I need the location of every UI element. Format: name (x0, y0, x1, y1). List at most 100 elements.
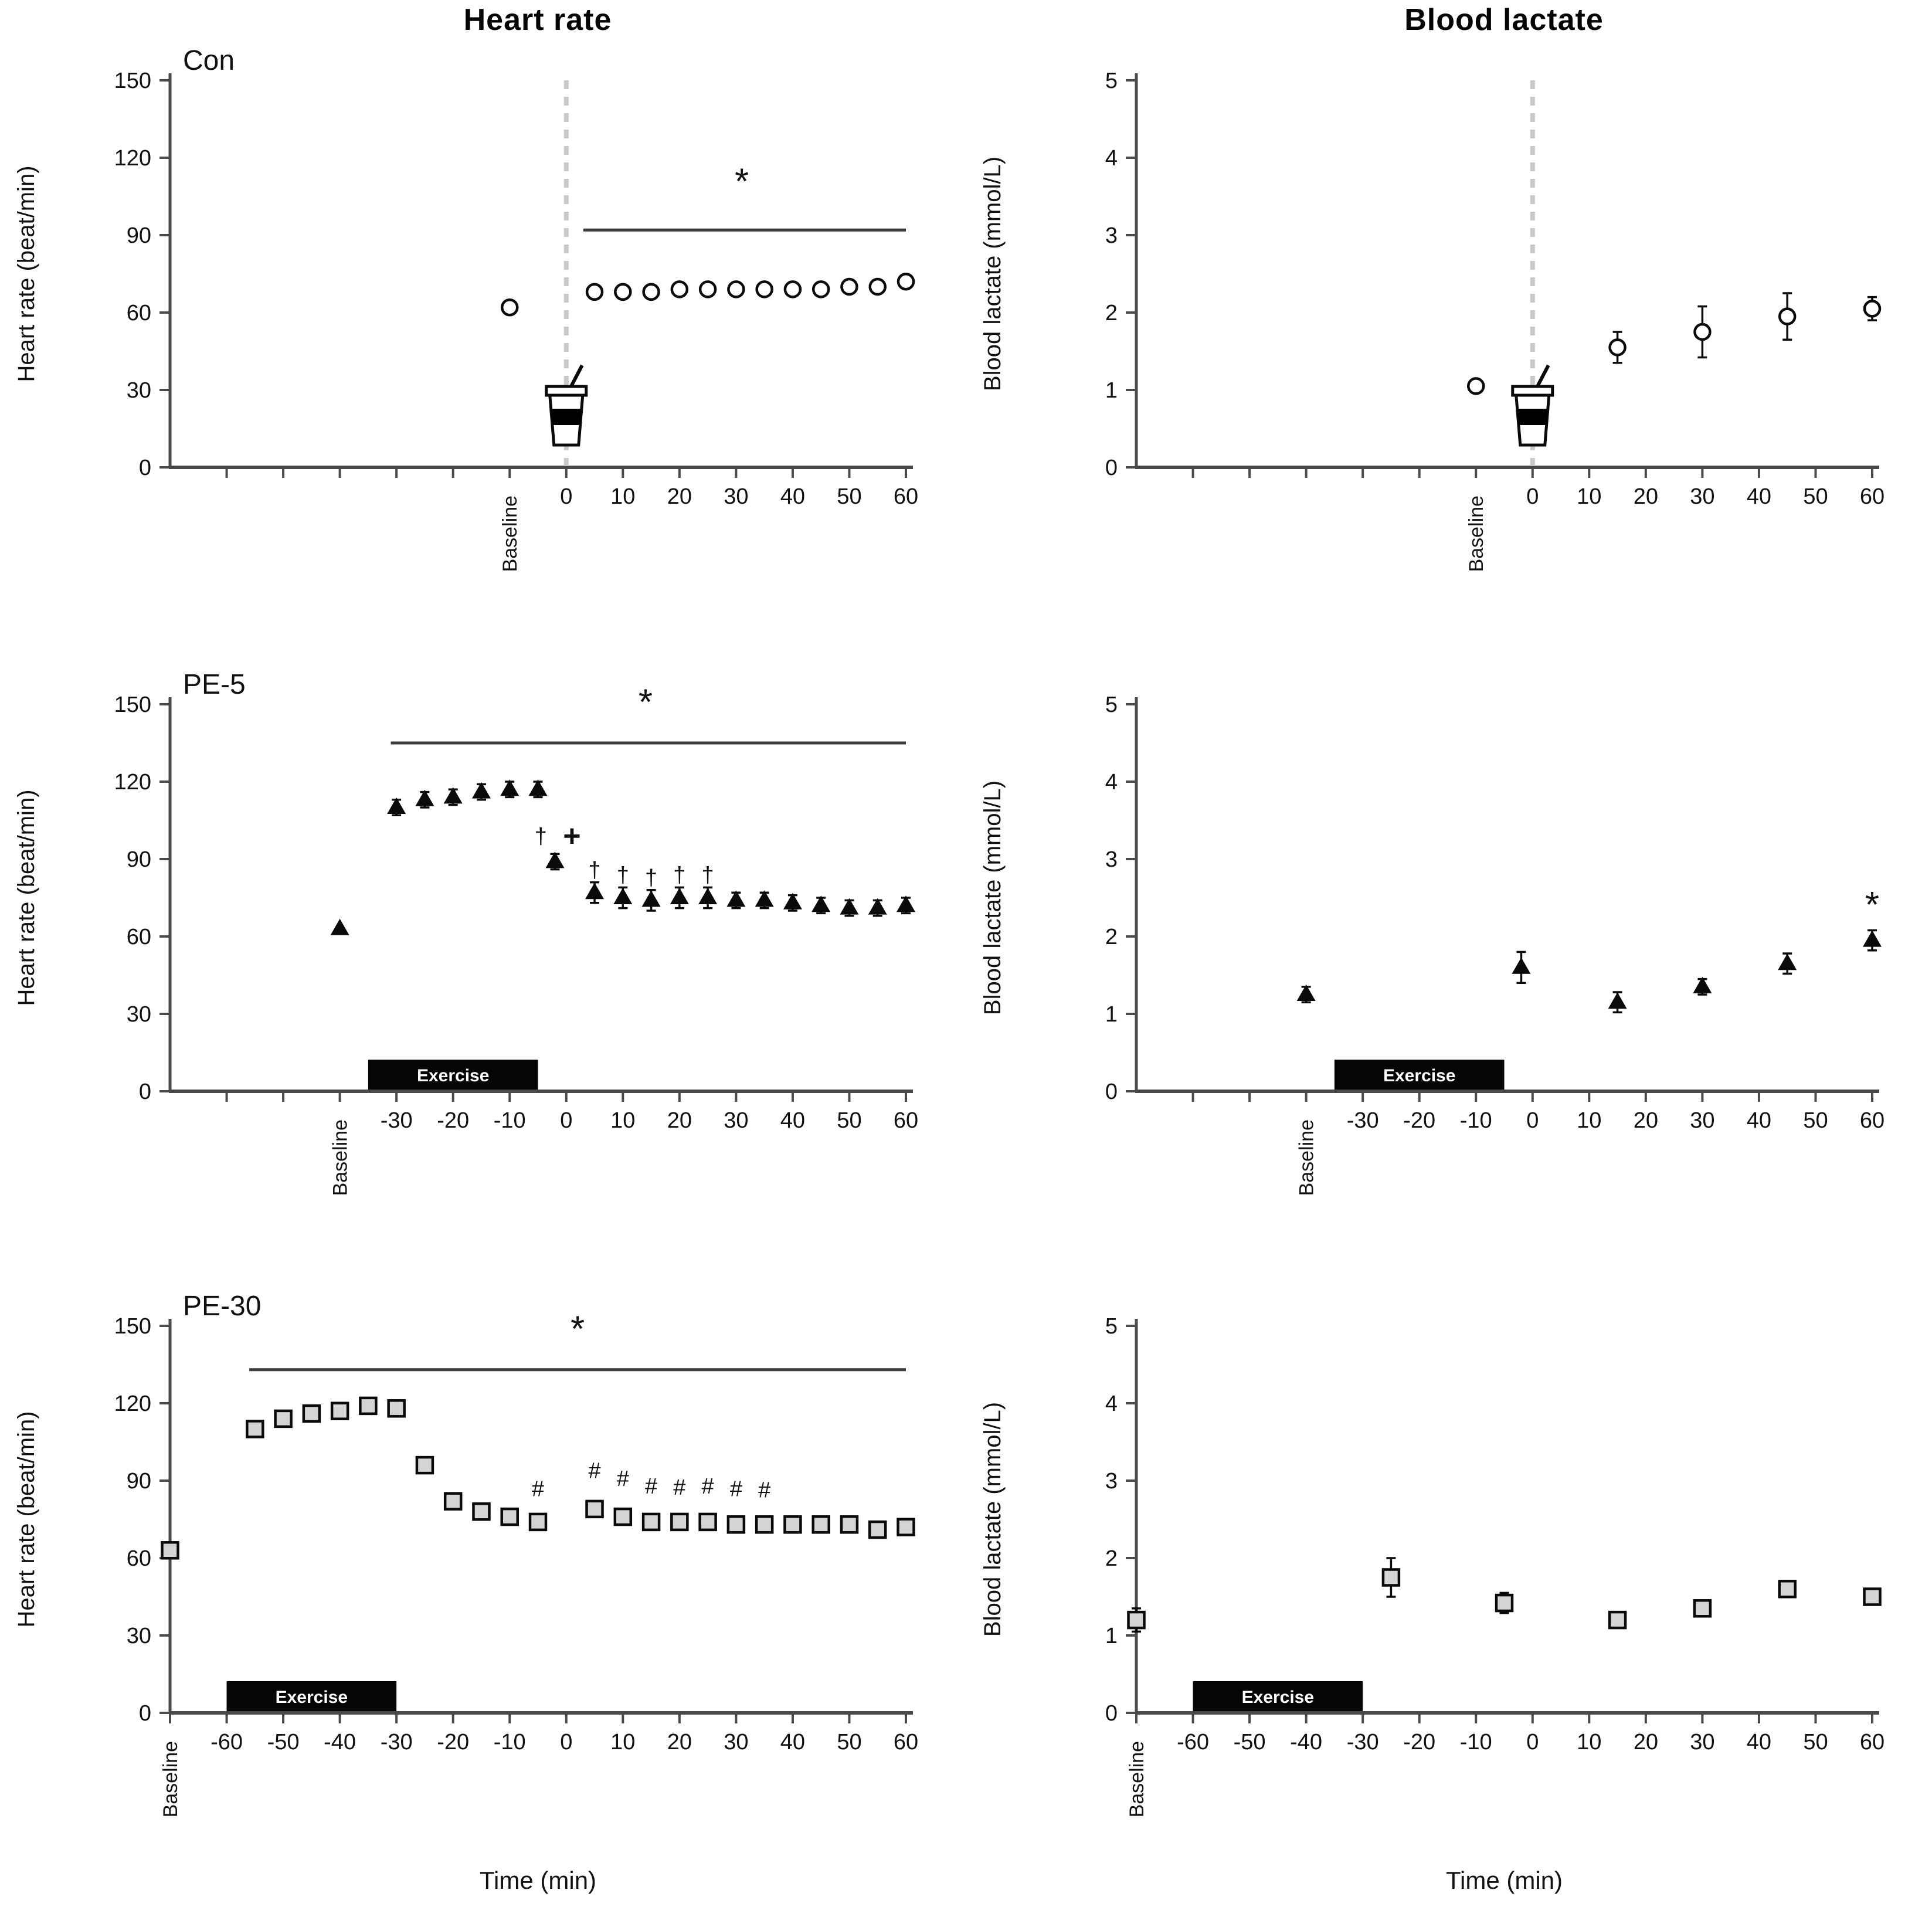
data-point-marker (585, 283, 604, 301)
y-tick-label: 2 (1105, 301, 1118, 325)
x-tick-label-baseline: Baseline (330, 1119, 352, 1196)
x-tick-label: 30 (724, 484, 748, 509)
x-tick-label: -30 (381, 1730, 413, 1754)
data-point-marker (1693, 323, 1712, 341)
x-tick-label: 10 (610, 484, 635, 509)
panel-label: PE-30 (183, 1291, 261, 1322)
x-tick-label: -20 (437, 1730, 469, 1754)
data-point-marker (246, 1420, 264, 1438)
x-tick-label: 0 (1526, 1108, 1539, 1133)
data-point-marker (811, 895, 831, 912)
data-point-marker (755, 890, 774, 907)
x-tick-label: 50 (837, 1730, 861, 1754)
y-tick-label: 3 (1105, 1469, 1118, 1494)
x-tick-label: 40 (1747, 1730, 1771, 1754)
x-tick-label: 30 (1690, 1108, 1714, 1133)
x-tick-label-baseline: Baseline (1126, 1741, 1148, 1817)
x-tick-label-baseline: Baseline (1296, 1119, 1318, 1196)
y-tick-label: 0 (139, 1701, 151, 1726)
data-point-marker (415, 1455, 434, 1475)
x-tick-label: 30 (724, 1108, 748, 1133)
annotation-dagger: † (673, 863, 685, 888)
x-tick-label: 60 (894, 1730, 918, 1754)
annotation-dagger: † (702, 863, 714, 888)
x-tick-label: -50 (1234, 1730, 1266, 1754)
x-tick-label: -20 (1403, 1108, 1435, 1133)
data-point-marker (1778, 307, 1797, 325)
annotation-hash: # (532, 1477, 544, 1501)
x-tick-label: 0 (560, 1730, 572, 1754)
data-point-marker (783, 280, 802, 298)
x-tick-label: 10 (1577, 484, 1601, 509)
x-tick-label: 50 (1803, 484, 1828, 509)
exercise-bar-label: Exercise (276, 1688, 348, 1707)
x-tick-label: 40 (780, 1730, 805, 1754)
data-point-marker (641, 890, 661, 907)
data-point-marker (840, 277, 858, 296)
data-point-marker (500, 298, 519, 317)
chart-panel-pe30-heart-rate: * Exercise 0 30 60 90 120 150 Baseline -60 -50 -40 -… (13, 1291, 918, 1894)
x-tick-label: 20 (667, 1730, 692, 1754)
y-axis-title: Heart rate (beat/min) (13, 789, 39, 1006)
x-tick-label: 20 (1634, 1730, 1658, 1754)
x-tick-label-baseline: Baseline (1465, 496, 1488, 572)
data-point-marker (698, 888, 718, 904)
data-point-marker (274, 1409, 293, 1428)
x-tick-label: 60 (1860, 484, 1885, 509)
panel-label: Con (183, 45, 235, 76)
data-point-marker (897, 272, 915, 291)
chart-panel-pe30-blood-lactate: Exercise 0 1 2 3 4 5 Baseline -60 -50 -40 -30 -20 -10… (980, 1314, 1885, 1894)
annotation-hash: # (702, 1474, 714, 1499)
x-tick-label: -30 (1347, 1730, 1379, 1754)
data-point-marker (783, 892, 802, 910)
significance-star: * (639, 683, 653, 723)
annotation-star: * (1865, 885, 1879, 925)
data-point-marker (1495, 1593, 1514, 1613)
y-tick-label: 3 (1105, 847, 1118, 872)
drink-cup-icon (545, 364, 588, 447)
exercise-bar (226, 1681, 397, 1713)
data-point-marker (528, 779, 548, 796)
x-tick-label: 50 (1803, 1730, 1828, 1754)
data-point-marker (387, 1399, 406, 1418)
data-point-marker (443, 1492, 463, 1511)
x-tick-label: 50 (837, 1108, 861, 1133)
cup-band (551, 409, 582, 425)
x-tick-label: -20 (1403, 1730, 1435, 1754)
data-point-marker (545, 851, 565, 868)
x-axis-title: Time (min) (480, 1867, 596, 1894)
x-axis-title: Time (min) (1446, 1867, 1563, 1894)
data-point-marker (1693, 1599, 1712, 1618)
data-point-marker (897, 1518, 915, 1536)
y-tick-label: 120 (114, 146, 151, 171)
significance-star: * (571, 1309, 585, 1349)
data-point-marker (1863, 300, 1882, 318)
x-tick-label: 20 (1634, 1108, 1658, 1133)
y-tick-label: 0 (1105, 1701, 1118, 1726)
data-point-marker (500, 779, 519, 796)
panel-label: PE-5 (183, 669, 246, 700)
y-tick-label: 150 (114, 693, 151, 717)
y-tick-label: 150 (114, 69, 151, 93)
x-tick-label: -50 (267, 1730, 300, 1754)
y-tick-label: 60 (127, 1546, 151, 1571)
x-tick-label: 30 (1690, 1730, 1714, 1754)
y-axis-title: Blood lactate (mmol/L) (980, 1402, 1006, 1637)
data-point-marker (471, 782, 491, 799)
x-tick-label: 60 (1860, 1108, 1885, 1133)
annotation-hash: # (588, 1459, 600, 1484)
x-tick-label: 60 (1860, 1730, 1885, 1754)
y-tick-label: 90 (127, 847, 151, 872)
y-tick-label: 2 (1105, 1546, 1118, 1571)
x-tick-label: 10 (1577, 1108, 1601, 1133)
data-point-marker (1466, 377, 1485, 395)
y-tick-label: 5 (1105, 693, 1118, 717)
x-tick-label: 40 (1747, 1108, 1771, 1133)
data-point-marker (755, 1515, 774, 1534)
exercise-bar (1334, 1060, 1505, 1091)
y-tick-label: 60 (127, 925, 151, 949)
x-tick-label: -10 (1460, 1108, 1492, 1133)
data-point-marker (670, 1512, 689, 1532)
data-point-marker (1863, 930, 1882, 947)
y-tick-label: 0 (139, 1080, 151, 1104)
